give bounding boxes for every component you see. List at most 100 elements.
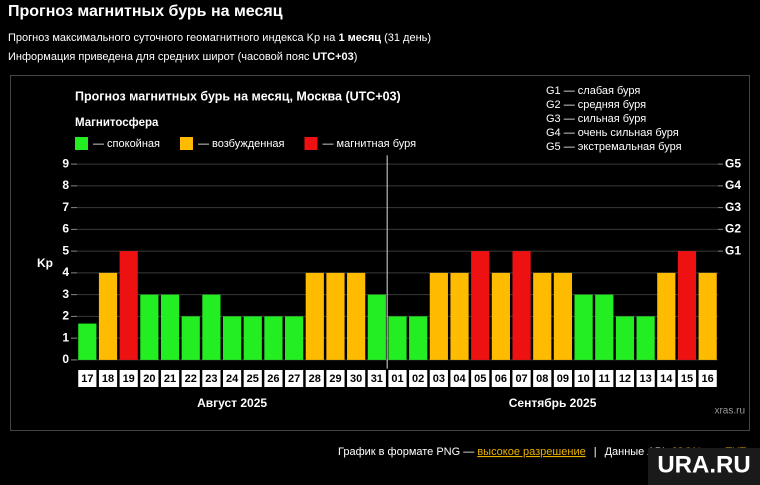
bar (677, 251, 697, 360)
x-tick-label: 29 (329, 373, 341, 385)
bar (429, 272, 448, 360)
x-tick-label: 05 (474, 373, 486, 385)
x-tick-box (698, 370, 717, 387)
x-tick-box (533, 370, 552, 387)
bar (243, 316, 262, 360)
y-tick-label: 0 (62, 352, 69, 366)
y-tick-label: 2 (62, 309, 69, 323)
group-label: Август 2025 (197, 396, 267, 410)
text: График в формате PNG — (338, 446, 477, 458)
scale-legend-label: G1 — слабая буря (546, 85, 640, 97)
y-tick-label: 7 (62, 200, 69, 214)
legend-swatch (75, 137, 88, 150)
x-tick-box (450, 370, 469, 387)
bar (326, 272, 345, 360)
x-tick-box (305, 370, 324, 387)
bar (698, 272, 717, 360)
x-tick-label: 25 (247, 373, 259, 385)
x-tick-label: 02 (412, 373, 424, 385)
bar (202, 294, 221, 360)
x-tick-box (243, 370, 262, 387)
y2-tick-label: G2 (725, 222, 741, 236)
bar (181, 316, 200, 360)
page-title: Прогноз магнитных бурь на месяц (8, 3, 283, 20)
y-axis-label: Kp (37, 256, 53, 270)
scale-legend-label: G3 — сильная буря (546, 113, 646, 125)
x-tick-box (595, 370, 614, 387)
x-tick-box (222, 370, 242, 387)
legend-label: — возбужденная (198, 138, 285, 150)
x-tick-label: 23 (205, 373, 217, 385)
x-tick-box (409, 370, 428, 387)
x-tick-label: 28 (309, 373, 321, 385)
source: xras.ru (714, 406, 745, 417)
x-tick-box (574, 370, 593, 387)
x-tick-label: 14 (660, 373, 673, 385)
bar (450, 272, 469, 360)
text: | (594, 446, 597, 458)
x-tick-box (636, 370, 655, 387)
y-tick-label: 1 (62, 330, 69, 344)
bar (367, 294, 386, 360)
x-tick-label: 21 (164, 373, 176, 385)
bar (78, 323, 97, 360)
scale-legend-label: G5 — экстремальная буря (546, 141, 682, 153)
bar (657, 272, 676, 360)
text: ) (354, 51, 358, 63)
x-tick-label: 08 (536, 373, 548, 385)
x-tick-box (264, 370, 283, 387)
watermark-bg (648, 448, 760, 485)
x-tick-box (512, 370, 531, 387)
watermark: URA.RU (657, 451, 750, 478)
x-tick-box (615, 370, 635, 387)
x-tick-label: 11 (598, 373, 610, 385)
x-tick-box (140, 370, 159, 387)
x-tick-box (160, 370, 180, 387)
x-tick-box (285, 370, 304, 387)
x-tick-label: 07 (515, 373, 527, 385)
y-tick-label: 5 (62, 243, 69, 257)
legend-title: Магнитосфера (75, 117, 159, 129)
text: UTC+03 (312, 51, 353, 63)
x-tick-box (471, 370, 490, 387)
x-tick-box (553, 370, 573, 387)
legend-swatch (304, 137, 318, 150)
x-tick-label: 19 (123, 373, 135, 385)
y2-tick-label: G1 (725, 243, 741, 257)
y-tick-label: 4 (62, 265, 69, 279)
bar (512, 251, 531, 360)
bar (347, 272, 366, 360)
y-tick-label: 8 (62, 178, 69, 192)
bar (553, 272, 573, 360)
bar (119, 251, 138, 360)
x-tick-label: 09 (557, 373, 569, 385)
subtitle: Прогноз максимального суточного геомагни… (8, 32, 431, 44)
x-tick-box (202, 370, 221, 387)
x-tick-label: 26 (267, 373, 279, 385)
legend-swatch (179, 137, 193, 150)
x-tick-label: 20 (143, 373, 155, 385)
x-tick-label: 22 (185, 373, 197, 385)
link[interactable]: высокое разрешение (477, 446, 585, 458)
x-tick-box (78, 370, 97, 387)
x-tick-box (677, 370, 697, 387)
legend-label: — спокойная (93, 138, 160, 150)
x-tick-box (491, 370, 510, 387)
y2-tick-label: G4 (725, 178, 741, 192)
x-tick-box (326, 370, 345, 387)
x-tick-box (657, 370, 676, 387)
x-tick-label: 30 (350, 373, 362, 385)
bar (140, 294, 159, 360)
x-tick-label: 03 (433, 373, 445, 385)
x-tick-box (367, 370, 386, 387)
y-tick-label: 3 (62, 287, 69, 301)
text: (31 день) (381, 32, 431, 44)
bar (636, 316, 655, 360)
x-tick-box (119, 370, 138, 387)
x-tick-label: 06 (495, 373, 507, 385)
text: Прогноз максимального суточного геомагни… (8, 32, 338, 44)
y2-tick-label: G5 (725, 156, 741, 170)
text: 1 месяц (338, 32, 381, 44)
scale-legend-label: G4 — очень сильная буря (546, 127, 679, 139)
bar (595, 294, 614, 360)
